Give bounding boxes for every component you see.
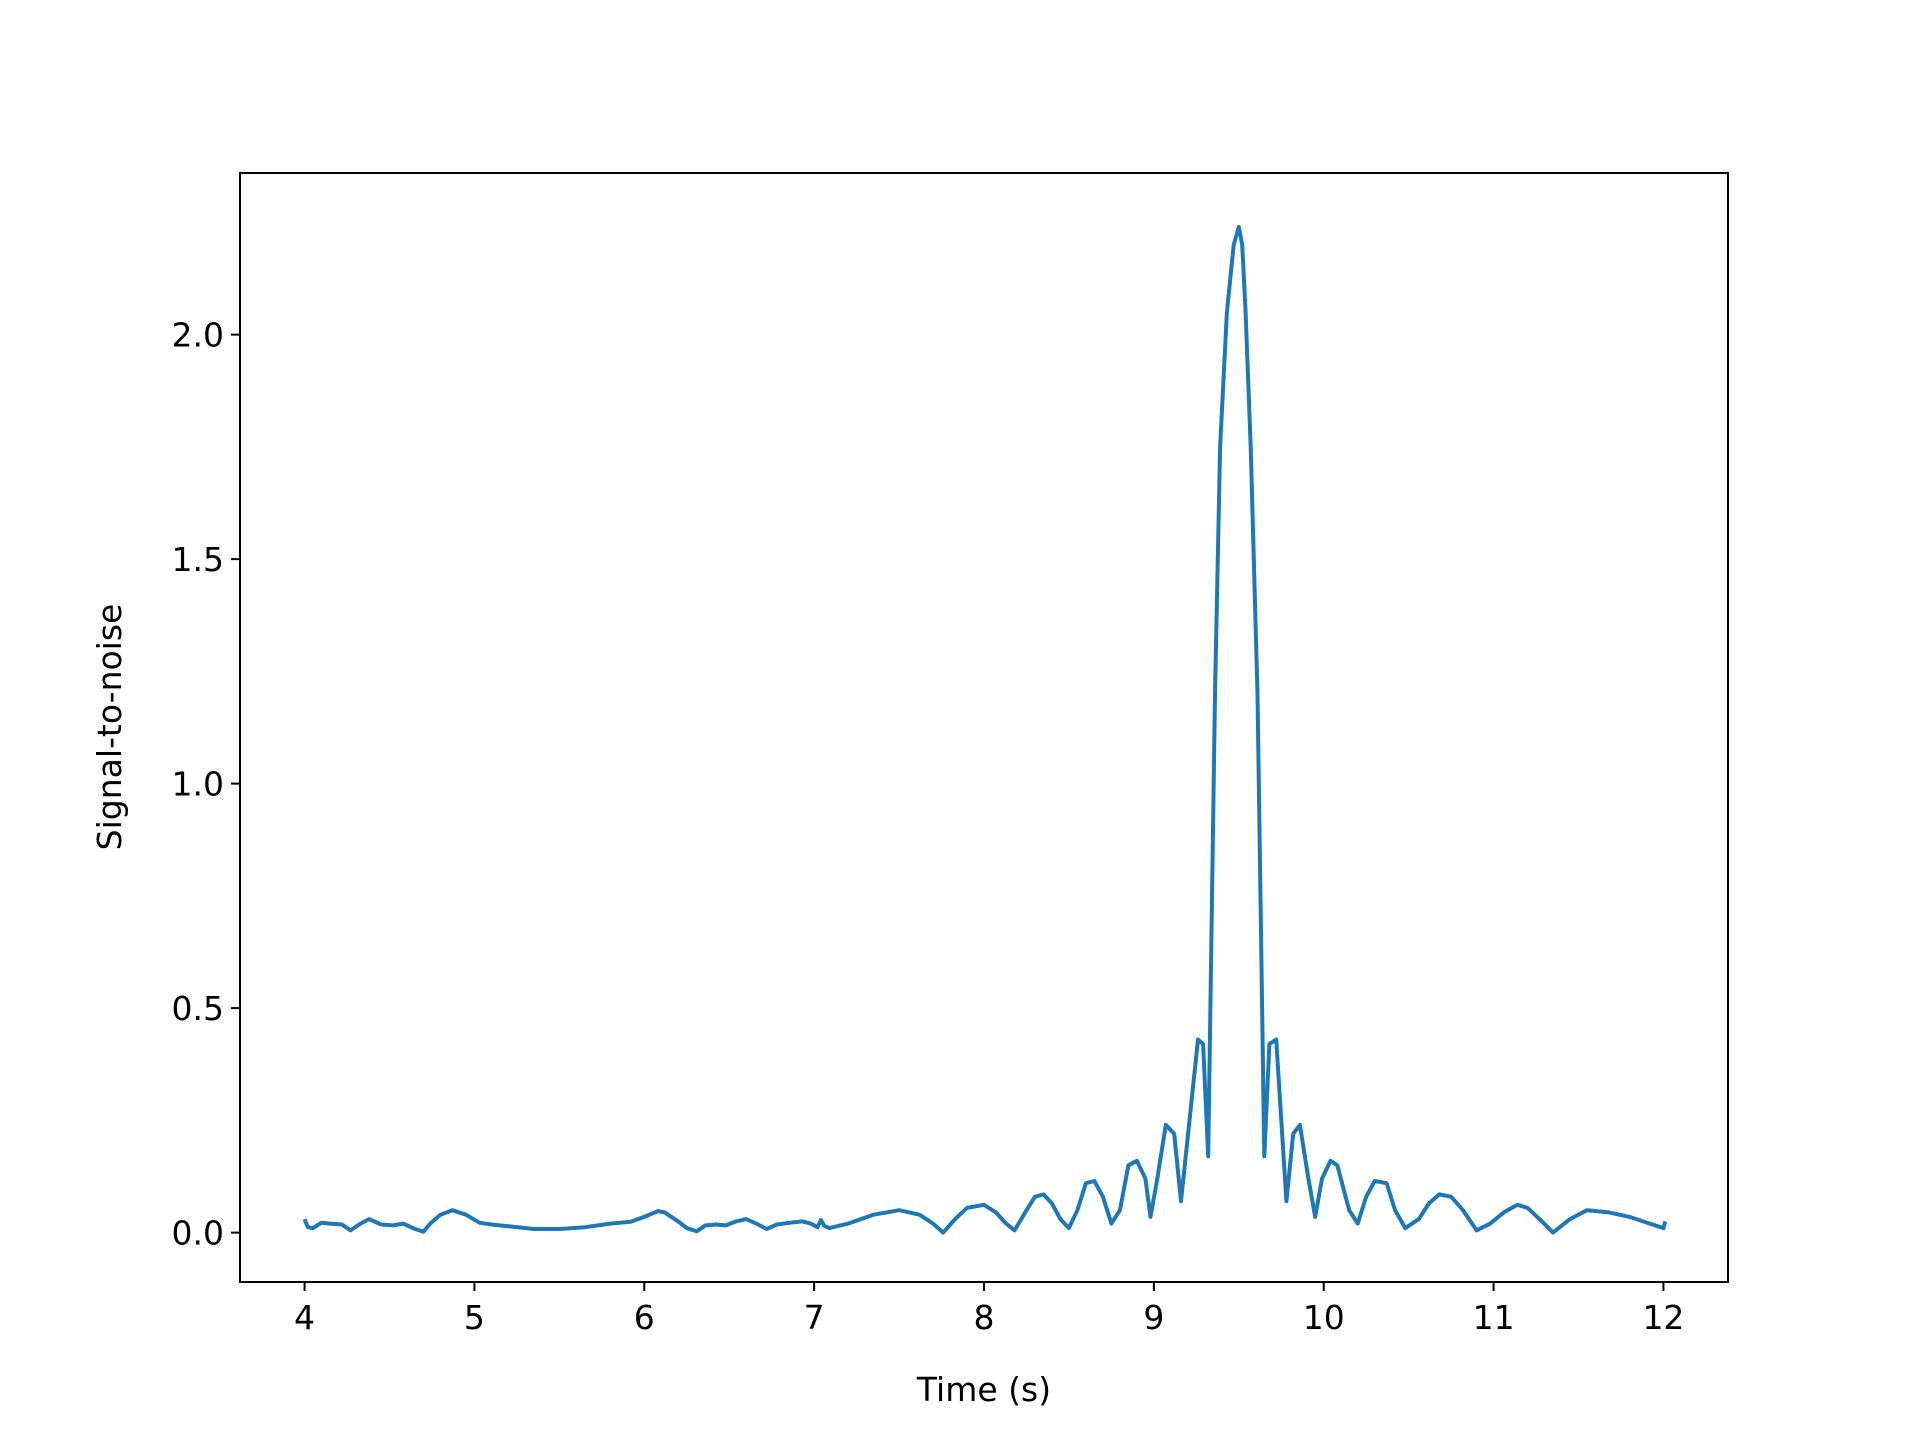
x-tick-label: 9 [1143,1298,1164,1337]
y-tick-label: 2.0 [172,316,224,355]
x-axis-label: Time (s) [916,1370,1051,1409]
y-axis-ticks: 0.0 0.5 1.0 1.5 2.0 [172,316,240,1253]
x-tick-label: 12 [1642,1298,1684,1337]
x-tick-label: 6 [634,1298,655,1337]
x-axis-ticks: 4 5 6 7 8 9 10 11 12 [294,1282,1684,1337]
x-tick-label: 8 [974,1298,995,1337]
plot-area [302,224,1668,1235]
y-tick-label: 1.5 [172,540,224,579]
x-tick-label: 4 [294,1298,315,1337]
x-tick-label: 10 [1303,1298,1345,1337]
y-axis-label: Signal-to-noise [90,604,129,851]
y-tick-label: 1.0 [172,765,224,804]
snr-series-line [302,224,1668,1235]
x-tick-label: 7 [804,1298,825,1337]
y-tick-label: 0.5 [172,989,224,1028]
y-tick-label: 0.0 [172,1214,224,1253]
x-tick-label: 11 [1473,1298,1515,1337]
x-tick-label: 5 [464,1298,485,1337]
